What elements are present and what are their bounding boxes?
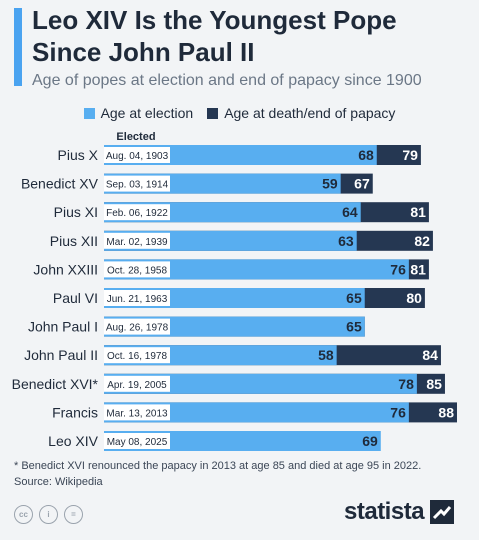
election-date-label: May 08, 2025	[107, 437, 168, 448]
legend: Age at election Age at death/end of papa…	[0, 105, 479, 121]
date-background	[104, 204, 170, 221]
end-age-label: 81	[410, 204, 426, 220]
legend-swatch-end	[207, 107, 219, 119]
footnote-source: Source: Wikipedia	[14, 476, 103, 488]
end-age-label: 85	[426, 376, 442, 392]
election-date-label: Sep. 03, 1914	[106, 180, 169, 191]
date-background	[104, 261, 170, 278]
legend-label-end: Age at death/end of papacy	[224, 105, 396, 121]
end-age-label: 67	[354, 176, 370, 192]
end-age-label: 84	[422, 347, 438, 363]
bar-election	[104, 402, 409, 423]
elected-column-header: Elected	[116, 131, 156, 143]
date-background	[104, 404, 170, 421]
end-age-label: 81	[410, 261, 426, 277]
legend-item-end: Age at death/end of papacy	[207, 105, 395, 121]
pope-name-label: John Paul II	[24, 347, 98, 363]
election-date-label: Oct. 16, 1978	[107, 351, 167, 362]
date-background	[104, 232, 170, 249]
pope-name-label: Benedict XV	[21, 176, 99, 192]
title-line-2: Since John Paul II	[32, 37, 255, 67]
legend-label-election: Age at election	[100, 105, 194, 121]
cc-icon: cc	[14, 505, 33, 524]
election-age-label: 69	[362, 433, 378, 449]
attribution-icon: i	[39, 505, 58, 524]
end-age-label: 80	[406, 290, 422, 306]
election-age-label: 68	[358, 147, 374, 163]
date-background	[104, 433, 170, 449]
title-accent-bar	[14, 8, 22, 86]
pope-name-label: Leo XIV	[48, 433, 98, 449]
election-age-label: 59	[322, 176, 338, 192]
election-date-label: Aug. 26, 1978	[106, 323, 169, 334]
logo-text: statista	[344, 498, 425, 525]
election-date-label: Oct. 28, 1958	[107, 265, 167, 276]
footnote: * Benedict XVI renounced the papacy in 2…	[14, 458, 474, 490]
statista-logo-icon	[430, 500, 455, 524]
pope-name-label: Pius XII	[50, 233, 98, 249]
pope-name-label: Paul VI	[53, 290, 98, 306]
chart-subtitle: Age of popes at election and end of papa…	[32, 72, 422, 89]
election-date-label: Mar. 13, 2013	[106, 408, 168, 419]
license-icons: cc i =	[14, 505, 83, 524]
end-age-label: 82	[414, 233, 430, 249]
election-date-label: Feb. 06, 1922	[106, 208, 168, 219]
pope-name-label: Benedict XVI*	[12, 376, 99, 392]
election-age-label: 76	[390, 261, 406, 277]
election-date-label: Apr. 19, 2005	[107, 380, 167, 391]
election-date-label: Jun. 21, 1963	[107, 294, 168, 305]
statista-logo: statista	[344, 498, 455, 526]
end-age-label: 88	[438, 404, 454, 420]
pope-name-label: Francis	[52, 404, 98, 420]
election-age-label: 63	[338, 233, 354, 249]
date-background	[104, 175, 170, 192]
date-background	[104, 318, 170, 335]
pope-name-label: Pius X	[58, 147, 99, 163]
election-age-label: 58	[318, 347, 334, 363]
bar-election	[104, 373, 417, 394]
pope-name-label: John XXIII	[33, 261, 98, 277]
election-date-label: Mar. 02, 1939	[106, 237, 168, 248]
bar-election	[104, 259, 409, 280]
pope-name-label: Pius XI	[54, 204, 98, 220]
election-age-label: 78	[398, 376, 414, 392]
chart-title: Leo XIV Is the Youngest Pope Since John …	[32, 4, 472, 68]
title-line-1: Leo XIV Is the Youngest Pope	[32, 5, 397, 35]
no-derivatives-icon: =	[64, 505, 83, 524]
date-background	[104, 147, 170, 163]
election-age-label: 64	[342, 204, 358, 220]
pope-name-label: John Paul I	[28, 319, 98, 335]
bar-election	[104, 431, 381, 451]
bar-election	[104, 145, 377, 165]
election-age-label: 65	[346, 290, 362, 306]
election-date-label: Aug. 04, 1903	[106, 151, 169, 162]
election-age-label: 76	[390, 404, 406, 420]
end-age-label: 79	[402, 147, 418, 163]
date-background	[104, 375, 170, 392]
legend-swatch-election	[83, 107, 95, 119]
date-background	[104, 347, 170, 364]
footnote-note: * Benedict XVI renounced the papacy in 2…	[14, 460, 422, 472]
election-age-label: 65	[346, 319, 362, 335]
date-background	[104, 290, 170, 306]
legend-item-election: Age at election	[83, 105, 194, 121]
